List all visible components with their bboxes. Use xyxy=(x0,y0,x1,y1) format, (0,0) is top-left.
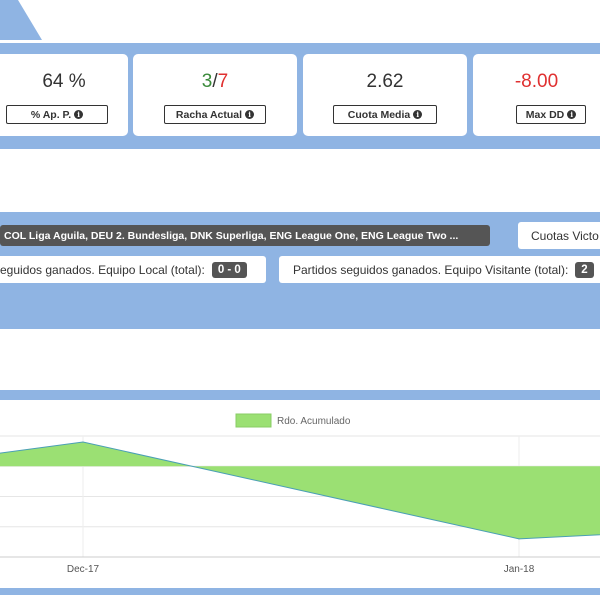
league-filter-text: COL Liga Aguila, DEU 2. Bundesliga, DNK … xyxy=(4,229,459,242)
avg-odds-label-button[interactable]: Cuota Media i xyxy=(333,105,437,124)
info-icon[interactable]: i xyxy=(74,110,84,119)
visitor-streak-label: Partidos seguidos ganados. Equipo Visita… xyxy=(293,262,569,277)
info-icon[interactable]: i xyxy=(413,110,423,119)
max-drawdown-label-button[interactable]: Max DD i xyxy=(516,105,586,124)
info-icon[interactable]: i xyxy=(245,110,255,119)
hit-rate-value: 64 % xyxy=(42,71,86,92)
chart-panel: Rdo. Acumulado Dec-17 Jan-18 xyxy=(0,400,600,588)
local-streak-value: 0 - 0 xyxy=(211,261,247,278)
odds-filter-label: Cuotas Victo xyxy=(531,228,599,243)
current-streak-label: Racha Actual xyxy=(175,108,243,121)
streak-total: 7 xyxy=(217,71,229,92)
legend-swatch xyxy=(235,413,272,428)
max-drawdown-label: Max DD xyxy=(525,108,565,121)
stat-card-current-streak: 3/7 Racha Actual i xyxy=(133,54,297,136)
current-streak-label-button[interactable]: Racha Actual i xyxy=(164,105,266,124)
streak-separator: / xyxy=(212,71,218,92)
odds-filter[interactable]: Cuotas Victo xyxy=(518,222,600,249)
x-tick-label: Dec-17 xyxy=(67,564,100,575)
data-point xyxy=(518,538,520,540)
visitor-streak-value: 2 xyxy=(575,261,594,278)
local-streak-label: eguidos ganados. Equipo Local (total): xyxy=(0,262,205,277)
tab-corner-shape xyxy=(0,0,42,40)
current-streak-value: 3/7 xyxy=(133,71,297,93)
stat-card-hit-rate: 64 % % Ap. P. i xyxy=(0,54,128,136)
stat-card-avg-odds: 2.62 Cuota Media i xyxy=(303,54,467,136)
hit-rate-label: % Ap. P. xyxy=(30,108,72,121)
avg-odds-label: Cuota Media xyxy=(347,108,411,121)
league-filter[interactable]: COL Liga Aguila, DEU 2. Bundesliga, DNK … xyxy=(0,225,490,246)
max-drawdown-value: -8.00 xyxy=(514,71,559,92)
visitor-streak-filter[interactable]: Partidos seguidos ganados. Equipo Visita… xyxy=(279,256,600,283)
stats-band: 64 % % Ap. P. i 3/7 Racha Actual i 2.62 … xyxy=(0,43,600,149)
series-area-rdo-acumulado xyxy=(0,442,600,539)
info-icon[interactable]: i xyxy=(567,110,577,119)
data-point xyxy=(82,441,84,443)
legend-label: Rdo. Acumulado xyxy=(277,416,351,427)
series-line-rdo-acumulado xyxy=(0,441,600,540)
avg-odds-value: 2.62 xyxy=(366,71,404,92)
x-tick-label: Jan-18 xyxy=(504,564,535,575)
filters-band: COL Liga Aguila, DEU 2. Bundesliga, DNK … xyxy=(0,212,600,329)
stat-card-max-drawdown: -8.00 Max DD i xyxy=(473,54,600,136)
hit-rate-label-button[interactable]: % Ap. P. i xyxy=(6,105,108,124)
cumulative-result-chart: Rdo. Acumulado Dec-17 Jan-18 xyxy=(0,413,600,575)
streak-wins: 3 xyxy=(201,71,213,92)
local-streak-filter[interactable]: eguidos ganados. Equipo Local (total): 0… xyxy=(0,256,266,283)
